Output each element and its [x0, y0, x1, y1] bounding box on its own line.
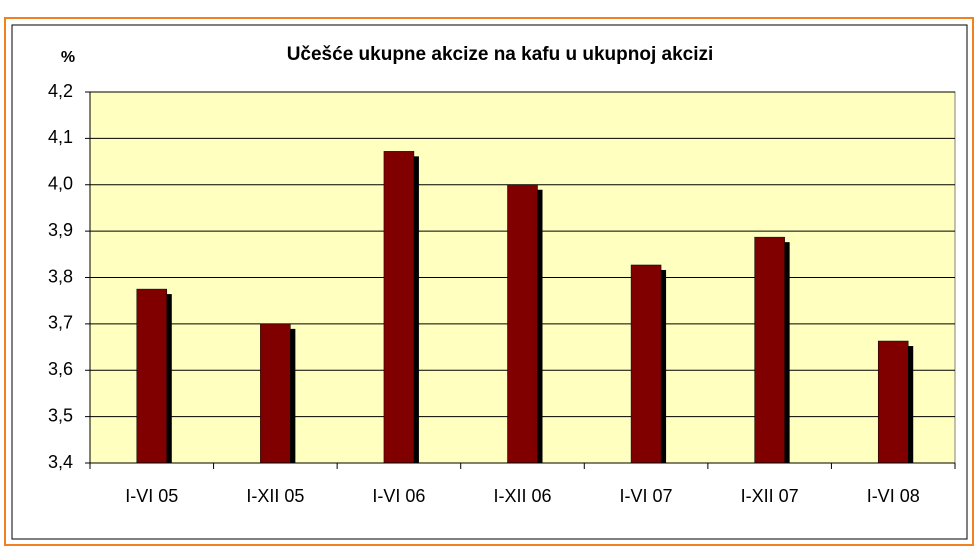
- y-tick-label: 3,9: [48, 220, 73, 240]
- y-tick-label: 3,7: [48, 313, 73, 333]
- bar: [630, 264, 662, 464]
- y-axis-label: %: [61, 49, 75, 66]
- y-tick-label: 4,2: [48, 81, 73, 101]
- x-tick-label: I-VI 07: [620, 486, 673, 506]
- y-tick-label: 3,8: [48, 266, 73, 286]
- x-tick-label: I-XII 07: [741, 486, 799, 506]
- bar: [507, 184, 538, 464]
- y-tick-label: 3,5: [48, 405, 73, 425]
- y-tick-label: 3,6: [48, 359, 73, 379]
- x-tick-label: I-VI 08: [867, 486, 920, 506]
- bar: [754, 236, 785, 464]
- bar: [877, 340, 909, 464]
- y-tick-label: 4,0: [48, 174, 73, 194]
- bar: [136, 288, 168, 464]
- y-tick-label: 4,1: [48, 127, 73, 147]
- y-tick-label: 3,4: [48, 452, 73, 472]
- x-tick-label: I-XII 06: [493, 486, 551, 506]
- chart-title: Učešće ukupne akcize na kafu u ukupnoj a…: [287, 44, 714, 65]
- x-tick-label: I-XII 05: [246, 486, 304, 506]
- x-tick-label: I-VI 06: [372, 486, 425, 506]
- bar: [383, 151, 415, 464]
- x-tick-label: I-VI 05: [125, 486, 178, 506]
- bar: [260, 323, 291, 464]
